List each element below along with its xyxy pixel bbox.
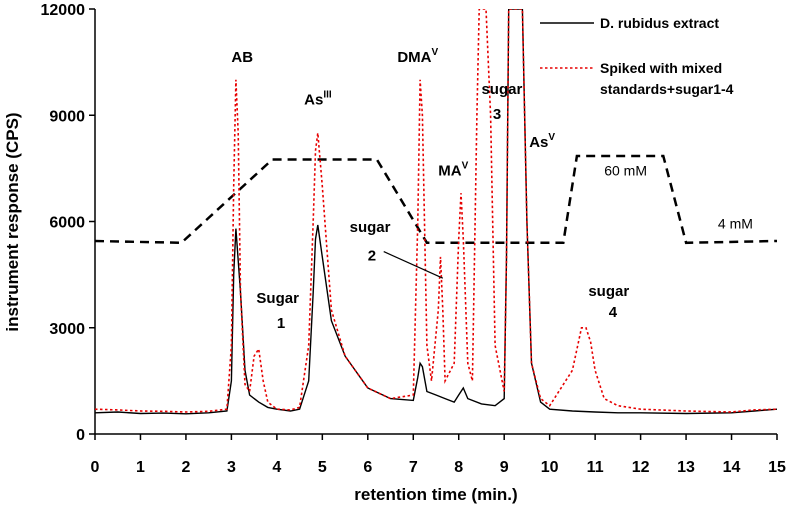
x-tick-label: 10 — [541, 459, 559, 476]
x-tick-label: 15 — [768, 459, 786, 476]
x-axis-title: retention time (min.) — [354, 485, 517, 504]
legend-spiked-label-line2: standards+sugar1-4 — [600, 81, 734, 97]
annotation-sugar3a: sugar — [481, 81, 522, 98]
annotation-text: As — [529, 134, 548, 151]
annotation-as5: AsV — [529, 132, 555, 151]
annotation-ma: MAV — [438, 160, 468, 179]
annotation-text: MA — [438, 162, 461, 179]
annotation-sugar4a: sugar — [588, 283, 629, 300]
annotation-as3: AsIII — [304, 90, 332, 109]
x-tick-label: 8 — [454, 459, 463, 476]
annotation-mm4: 4 mM — [718, 216, 753, 232]
annotation-sugar1b: 1 — [277, 315, 285, 332]
x-tick-label: 1 — [136, 459, 145, 476]
series-layer — [95, 9, 777, 415]
annotation-text: sugar — [588, 283, 629, 300]
annotation-sugar2a: sugar — [350, 219, 391, 236]
y-axis-title: instrument response (CPS) — [3, 112, 22, 331]
y-tick-label: 0 — [76, 427, 85, 444]
annotation-mm60: 60 mM — [604, 162, 647, 178]
x-tick-label: 14 — [723, 459, 741, 476]
x-tick-label: 6 — [363, 459, 372, 476]
y-tick-label: 12000 — [41, 2, 86, 19]
x-tick-label: 7 — [409, 459, 418, 476]
y-tick-label: 9000 — [49, 108, 85, 125]
annotation-sugar4b: 4 — [609, 304, 618, 321]
gradient-line — [95, 154, 777, 245]
x-tick-label: 9 — [500, 459, 509, 476]
legend-extract-label: D. rubidus extract — [600, 15, 719, 31]
legend: D. rubidus extract Spiked with mixed stand… — [540, 15, 734, 97]
annotation-text: 4 mM — [718, 216, 753, 232]
annotation-text: Sugar — [256, 290, 299, 307]
annotation-sugar1a: Sugar — [256, 290, 299, 307]
x-tick-label: 13 — [677, 459, 695, 476]
x-tick-label: 0 — [91, 459, 100, 476]
spiked-series-line — [95, 9, 777, 413]
annotation-text: 1 — [277, 315, 285, 332]
x-tick-label: 3 — [227, 459, 236, 476]
annotation-text: DMA — [397, 49, 431, 66]
x-tick-label: 11 — [587, 459, 604, 476]
annotation-sup: V — [432, 47, 439, 58]
annotation-text: sugar — [481, 81, 522, 98]
annotation-text: 2 — [368, 247, 376, 264]
annotation-dma: DMAV — [397, 47, 438, 66]
y-tick-label: 3000 — [49, 321, 85, 338]
annotation-sugar2b: 2 — [368, 247, 376, 264]
x-tick-label: 4 — [272, 459, 281, 476]
annotation-text: 4 — [609, 304, 618, 321]
sugar2-leader-line — [383, 251, 444, 279]
legend-spiked-label-line1: Spiked with mixed — [600, 60, 722, 76]
annotation-sup: V — [548, 132, 555, 143]
annotation-sugar3b: 3 — [493, 106, 501, 123]
y-tick-label: 6000 — [49, 215, 85, 232]
x-tick-label: 2 — [181, 459, 190, 476]
annotation-sup: III — [323, 90, 332, 101]
annotation-text: As — [304, 92, 323, 109]
annotation-text: 60 mM — [604, 162, 647, 178]
x-tick-label: 5 — [318, 459, 327, 476]
annotations: ABAsIIIDMAVsugar3MAVAsVsugar2Sugar1sugar… — [231, 47, 752, 332]
annotation-sup: V — [462, 160, 469, 171]
x-tick-label: 12 — [632, 459, 650, 476]
annotation-text: AB — [231, 49, 253, 66]
annotation-text: sugar — [350, 219, 391, 236]
annotation-ab: AB — [231, 49, 253, 66]
annotation-text: 3 — [493, 106, 501, 123]
